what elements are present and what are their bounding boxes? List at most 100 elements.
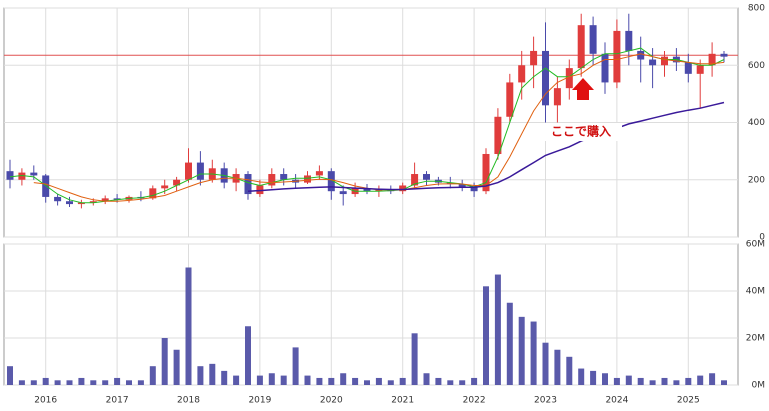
y-tick-label: 800 — [748, 4, 765, 14]
volume-bar — [554, 349, 561, 385]
candle-body — [565, 68, 573, 89]
ma-line — [247, 101, 725, 192]
volume-bar — [530, 321, 537, 385]
candle-body — [339, 191, 347, 195]
volume-bar — [173, 349, 180, 385]
candle-body — [244, 174, 252, 195]
volume-bar — [483, 286, 489, 385]
volume-bar — [102, 380, 109, 385]
volume-bar — [637, 377, 644, 385]
y-tick-label: 600 — [748, 61, 765, 71]
candle-body — [601, 53, 609, 83]
candle-body — [482, 153, 490, 192]
arrow — [572, 78, 594, 100]
candle-body — [54, 196, 62, 202]
candle-body — [315, 171, 323, 176]
candle-body — [553, 88, 561, 106]
candle-body — [375, 189, 383, 192]
candle-body — [696, 65, 704, 74]
candle-body — [66, 201, 73, 205]
volume-bar — [209, 363, 216, 385]
volume-bar — [566, 356, 573, 385]
volume-bar — [54, 380, 61, 385]
x-tick-label: 2023 — [534, 396, 557, 406]
volume-bar — [292, 347, 299, 385]
volume-bar — [78, 377, 85, 385]
volume-bar — [578, 368, 585, 385]
candle-body — [89, 201, 97, 203]
candle-body — [684, 62, 692, 74]
volume-bar — [673, 380, 680, 385]
volume-bar — [245, 326, 251, 385]
y-tick-label: 0 — [759, 233, 765, 243]
candle-body — [613, 30, 621, 83]
volume-bar — [197, 366, 204, 385]
candle-body — [661, 56, 668, 66]
volume-bar — [518, 316, 525, 385]
candle-body — [411, 174, 419, 186]
volume-bar — [709, 373, 716, 385]
volume-bar — [185, 267, 192, 385]
volume-bar — [280, 375, 287, 385]
volume-bar — [233, 375, 240, 385]
volume-bar — [471, 377, 478, 385]
candle-body — [494, 116, 502, 154]
candle-body — [518, 65, 526, 83]
x-tick-label: 2019 — [248, 396, 271, 406]
volume-bar — [649, 380, 656, 385]
volume-bar — [304, 375, 311, 385]
volume-bar — [685, 377, 692, 385]
volume-bar — [459, 380, 466, 385]
volume-tick-label: 20M — [746, 334, 765, 344]
candle-body — [720, 53, 728, 57]
volume-bar — [435, 377, 442, 385]
candle-body — [458, 184, 466, 187]
candle-body — [304, 175, 311, 183]
candle-body — [185, 162, 192, 180]
ma-line — [9, 47, 725, 204]
candle-body — [268, 174, 276, 186]
candle-body — [423, 174, 430, 180]
volume-bar — [625, 375, 632, 385]
candle-body — [363, 188, 371, 192]
candle-body — [637, 50, 645, 60]
volume-bar — [721, 380, 727, 385]
candle-body — [161, 185, 169, 189]
x-tick-label: 2020 — [320, 396, 343, 406]
volume-panel — [3, 243, 739, 386]
candle-body — [625, 30, 633, 51]
volume-bar — [494, 274, 501, 385]
y-tick-label: 400 — [748, 118, 765, 128]
volume-bar — [697, 375, 704, 385]
volume-bar — [18, 380, 25, 385]
volume-bar — [137, 380, 144, 385]
volume-bar — [30, 380, 37, 385]
volume-bar — [42, 377, 49, 385]
volume-tick-label: 0M — [752, 381, 766, 391]
volume-tick-label: 60M — [746, 240, 765, 250]
volume-bar — [364, 380, 370, 385]
volume-bar — [506, 302, 513, 385]
volume-bar — [149, 366, 156, 385]
volume-bar — [613, 377, 620, 385]
x-tick-label: 2018 — [177, 396, 200, 406]
volume-bar — [316, 377, 323, 385]
candle-body — [399, 185, 407, 192]
candle-body — [649, 59, 657, 66]
volume-bar — [328, 377, 335, 385]
volume-bar — [7, 366, 13, 385]
volume-bar — [387, 380, 394, 385]
x-tick-label: 2017 — [106, 396, 129, 406]
volume-bar — [602, 373, 608, 385]
candle-body — [470, 186, 478, 192]
candle-body — [30, 172, 38, 176]
volume-bar — [256, 375, 263, 385]
candle-body — [589, 25, 597, 54]
annotation: ここで購入 — [551, 124, 611, 139]
volume-bar — [161, 338, 168, 385]
candle-body — [18, 172, 26, 180]
candle-body — [506, 82, 514, 117]
candle-body — [149, 188, 157, 199]
volume-bar — [126, 380, 132, 385]
